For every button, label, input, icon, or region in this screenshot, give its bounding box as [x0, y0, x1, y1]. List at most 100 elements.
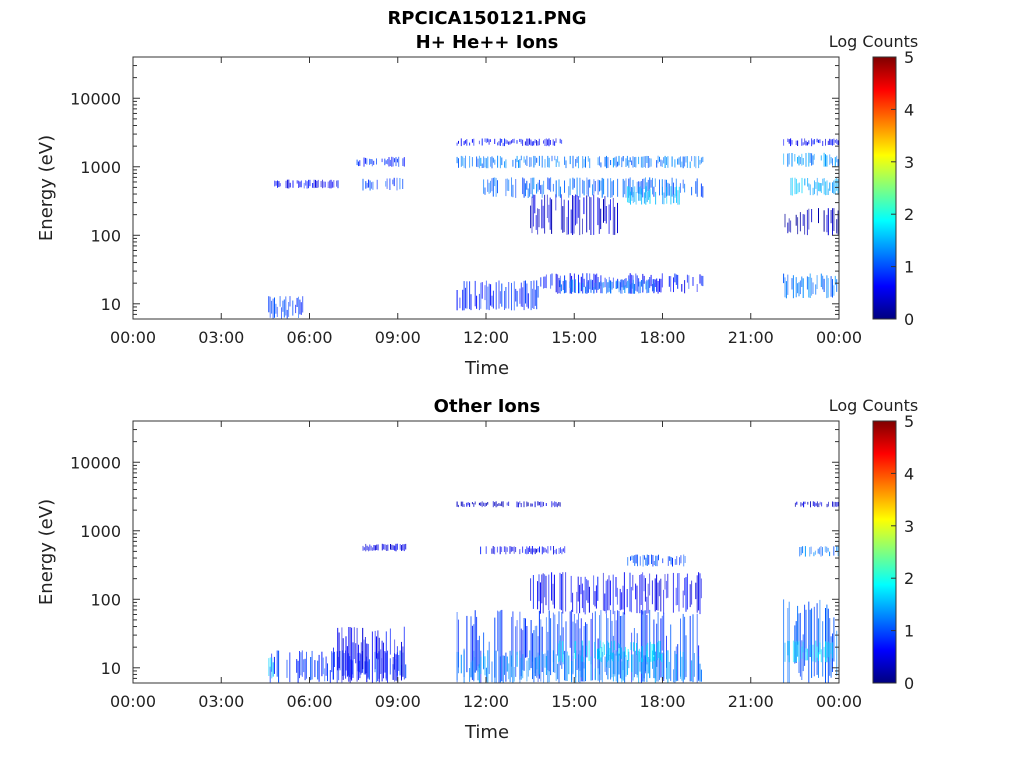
data-band-streak	[607, 178, 609, 198]
data-band-streak	[593, 194, 595, 235]
data-band-streak	[657, 281, 659, 294]
data-band-streak	[286, 659, 288, 678]
data-band-streak	[691, 660, 693, 682]
data-band-streak	[405, 543, 407, 550]
data-band-streak	[498, 503, 500, 506]
data-band-streak	[680, 651, 681, 679]
x-tick-label: 00:00	[110, 328, 156, 347]
data-band-streak	[502, 655, 504, 683]
data-band-streak	[505, 287, 507, 309]
data-band-streak	[278, 650, 280, 683]
data-band-streak	[519, 159, 521, 168]
data-band-streak	[465, 155, 466, 169]
data-band-streak	[525, 159, 526, 165]
data-band-streak	[544, 139, 546, 146]
data-band-streak	[501, 609, 503, 682]
data-band-streak	[617, 202, 618, 234]
data-band-streak	[813, 153, 815, 160]
data-band-streak	[296, 297, 298, 307]
data-band-streak	[783, 599, 785, 683]
colorbar-tick-label: 2	[904, 205, 914, 224]
data-band-streak	[635, 554, 637, 564]
data-band-streak	[614, 157, 616, 166]
data-band-streak	[494, 617, 496, 678]
data-band-streak	[802, 158, 804, 165]
data-band-streak	[494, 650, 496, 683]
data-band-streak	[622, 280, 624, 290]
data-band-streak	[391, 544, 393, 550]
data-band-streak	[282, 300, 284, 312]
data-band-streak	[795, 140, 797, 145]
x-tick-label: 15:00	[551, 692, 597, 711]
data-band-streak	[490, 284, 492, 306]
data-band-streak	[818, 208, 819, 224]
data-band-streak	[480, 282, 482, 309]
data-band-streak	[638, 650, 640, 683]
data-band-streak	[830, 642, 832, 655]
data-band-streak	[470, 294, 472, 311]
data-band-streak	[558, 502, 560, 506]
data-band-streak	[691, 156, 693, 162]
data-band-streak	[524, 183, 526, 197]
spectrogram-data	[268, 138, 839, 319]
data-band-streak	[656, 574, 658, 611]
data-band-streak	[305, 180, 307, 186]
data-band-streak	[642, 554, 644, 567]
data-band-streak	[798, 640, 800, 662]
data-band-streak	[642, 659, 644, 682]
data-band-streak	[481, 501, 483, 508]
data-band-streak	[803, 501, 805, 508]
data-band-streak	[587, 179, 589, 197]
data-band-streak	[272, 662, 274, 677]
data-band-streak	[495, 282, 497, 310]
data-band-streak	[275, 181, 277, 186]
data-band-streak	[391, 156, 393, 167]
data-band-streak	[543, 502, 544, 507]
data-band-streak	[825, 154, 826, 167]
data-band-streak	[526, 138, 528, 146]
data-band-streak	[519, 138, 521, 142]
data-band-streak	[589, 196, 590, 230]
data-band-streak	[651, 644, 653, 662]
y-axis-label: Energy (eV)	[36, 499, 57, 605]
data-band-streak	[543, 140, 544, 144]
data-band-streak	[538, 155, 540, 166]
data-band-streak	[606, 640, 608, 663]
data-band-streak	[682, 179, 684, 189]
data-band-streak	[576, 195, 578, 224]
data-band-streak	[564, 650, 566, 681]
data-band-streak	[298, 296, 299, 318]
data-band-streak	[812, 140, 814, 145]
y-tick-label: 10000	[70, 453, 121, 472]
data-band-streak	[544, 276, 546, 288]
data-band-streak	[684, 616, 686, 680]
data-band-streak	[812, 644, 814, 662]
data-band-streak	[603, 178, 605, 195]
data-band-streak	[534, 625, 536, 674]
data-band-streak	[668, 276, 670, 287]
data-band-streak	[488, 641, 490, 674]
data-band-streak	[836, 178, 838, 191]
data-band-streak	[610, 199, 611, 221]
data-band-streak	[635, 192, 637, 205]
data-band-streak	[520, 138, 522, 144]
data-band-streak	[645, 644, 647, 657]
data-band-streak	[832, 208, 833, 236]
data-band-streak	[832, 501, 834, 507]
data-band-streak	[790, 138, 792, 147]
data-band-streak	[481, 163, 483, 168]
figure-title: RPCICA150121.PNG	[387, 8, 586, 29]
data-band-streak	[794, 502, 796, 507]
data-band-streak	[499, 138, 501, 146]
data-band-streak	[526, 155, 528, 166]
data-band-streak	[385, 544, 387, 551]
data-band-streak	[672, 557, 673, 567]
data-band-streak	[369, 180, 371, 191]
data-band-streak	[533, 141, 535, 146]
data-band-streak	[549, 197, 551, 230]
data-band-streak	[371, 159, 373, 167]
data-band-streak	[516, 290, 518, 307]
data-band-streak	[663, 612, 665, 681]
data-band-streak	[501, 139, 503, 143]
data-band-streak	[836, 502, 838, 507]
